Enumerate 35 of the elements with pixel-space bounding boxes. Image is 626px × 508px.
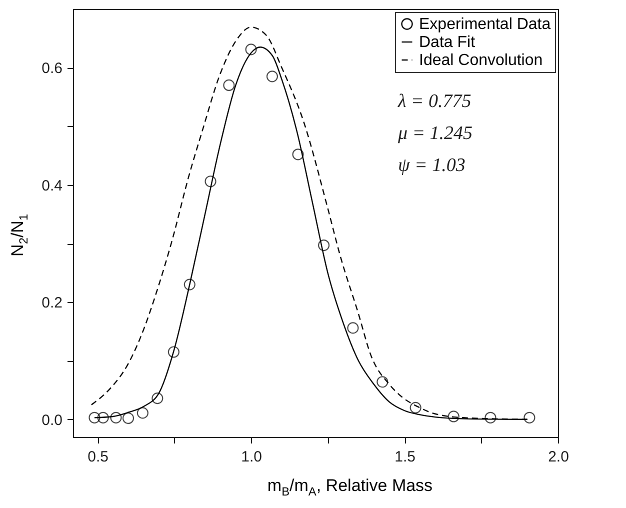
x-tick-label: 2.0	[548, 448, 569, 466]
point	[245, 44, 257, 56]
x-tick-label: 0.5	[88, 448, 108, 466]
legend-label: Experimental Data	[419, 16, 551, 33]
point	[376, 376, 388, 388]
legend-label: Data Fit	[419, 34, 476, 51]
point	[524, 412, 536, 424]
point	[292, 148, 304, 160]
point	[97, 412, 109, 424]
point	[266, 70, 278, 82]
point	[168, 346, 180, 358]
point	[223, 79, 235, 92]
point	[318, 239, 330, 252]
point	[136, 407, 148, 419]
x-tick-label: 1.5	[394, 448, 416, 466]
point	[88, 412, 100, 424]
legend-label: Ideal Convolution	[419, 52, 543, 69]
x-axis-title: m$_{B}$/m$_{A}$, Relative Mass	[266, 476, 434, 498]
point	[184, 278, 196, 290]
point	[204, 176, 216, 188]
point	[347, 322, 359, 334]
y-tick-label: 0.6	[42, 60, 62, 78]
y-tick-label: 0.4	[42, 177, 62, 194]
x-tick-label: 1.0	[241, 448, 262, 466]
point	[122, 412, 134, 424]
annotation: ψ = 1.03	[398, 155, 466, 176]
annotation: λ = 0.775	[396, 91, 472, 112]
point	[484, 412, 496, 424]
y-tick-label: 0.2	[42, 294, 62, 312]
point	[448, 410, 460, 422]
point	[152, 392, 164, 404]
annotation: μ = 1.245	[396, 123, 473, 144]
point	[410, 402, 422, 414]
y-tick-label: 0.0	[42, 412, 62, 429]
point	[110, 412, 122, 424]
